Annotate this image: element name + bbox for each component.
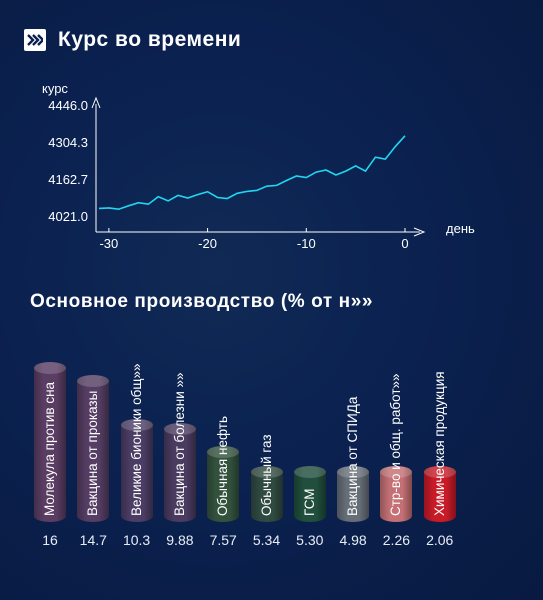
production-title: Основное производство (% от н»» [30, 291, 374, 312]
y-tick-label: 4021.0 [48, 209, 88, 224]
production-bar-label: Обычный газ [258, 434, 274, 516]
x-tick-label: -10 [297, 236, 316, 251]
production-bar-label: Стр-во и общ. работ»» [388, 373, 404, 516]
course-series-line [98, 135, 406, 211]
production-bar: Молекула против сна [34, 362, 66, 522]
production-bar: Стр-во и общ. работ»» [380, 373, 413, 522]
production-bar: Обычный газ [250, 434, 283, 522]
production-bar: Обычная нефть [207, 416, 240, 522]
production-bar-label: Великие бионики общ»» [128, 363, 144, 516]
production-value-label: 16 [42, 532, 58, 548]
x-tick-label: -30 [99, 236, 118, 251]
production-value-label: 5.30 [296, 532, 324, 548]
production-bar-label: Вакцина от СПИДа [345, 396, 361, 516]
production-bar-label: Химическая продукция [431, 371, 447, 516]
x-axis-arrow [413, 227, 426, 237]
y-tick-label: 4446.0 [48, 98, 88, 113]
y-axis-label: курс [42, 81, 68, 96]
production-bar-label: Вакцина от проказы [85, 390, 101, 516]
production-value-label: 10.3 [122, 532, 151, 548]
production-bar: Вакцина от СПИДа [337, 397, 370, 522]
production-bar-label: Вакцина от болезни »» [171, 372, 187, 516]
x-axis-label: день [446, 221, 475, 236]
production-value-label: 5.34 [252, 532, 281, 548]
production-value-label: 14.7 [79, 532, 107, 548]
y-axis-arrow [91, 96, 101, 109]
production-bar: Вакцина от проказы [77, 375, 110, 522]
production-bar: Вакцина от болезни »» [163, 372, 196, 522]
production-value-label: 2.06 [426, 532, 454, 548]
header: Курс во времени [24, 25, 241, 55]
line-chart: курс день 4446.0 4304.3 4162.7 4021.0 -30 -2… [42, 81, 475, 251]
x-tick-label: 0 [401, 236, 408, 251]
production-bar-label: Обычная нефть [215, 416, 231, 516]
y-tick-label: 4304.3 [48, 135, 88, 150]
production-bar: ГСМ [293, 466, 326, 522]
production-bar: Химическая продукция [423, 371, 456, 522]
production-value-label: 7.57 [209, 532, 237, 548]
production-value-label: 4.98 [339, 532, 367, 548]
production-value-label: 9.88 [166, 532, 194, 548]
double-chevron-right-icon [24, 29, 46, 51]
production-bar: Великие бионики общ»» [120, 363, 153, 522]
page-title: Курс во времени [58, 28, 242, 51]
production-value-label: 2.26 [382, 532, 411, 548]
x-tick-label: -20 [198, 236, 217, 251]
production-bar-label: ГСМ [301, 488, 317, 516]
y-tick-label: 4162.7 [48, 172, 88, 187]
production-bar-label: Молекула против сна [42, 381, 57, 516]
